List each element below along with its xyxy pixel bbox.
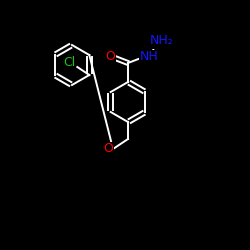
Text: Cl: Cl [63,56,76,70]
Text: NH₂: NH₂ [150,34,174,48]
Text: O: O [105,50,115,64]
Text: O: O [103,142,113,156]
Text: NH: NH [140,50,158,64]
